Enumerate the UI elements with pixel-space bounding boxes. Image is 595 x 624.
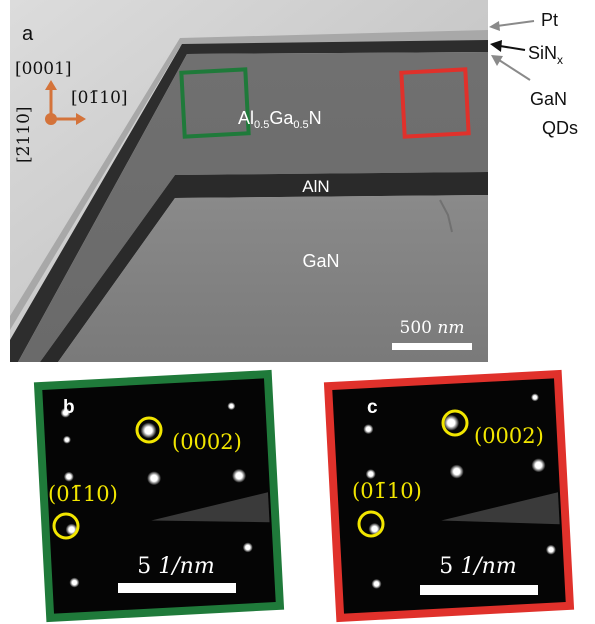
panel-b-spot1-label: (0002): [172, 430, 242, 454]
diffraction-spot: [69, 577, 80, 588]
pt-label: Pt: [541, 10, 558, 30]
qd-arrow: [498, 59, 531, 81]
diffraction-spot: [545, 544, 556, 555]
diffraction-spot: [62, 435, 71, 444]
diffraction-spot: [363, 424, 374, 435]
panel-b-label: b: [63, 397, 75, 418]
panel-b-scalebar-label: 5 1/nm: [137, 554, 214, 579]
panel-b: [33, 369, 285, 623]
qd-label-line1: GaN: [530, 89, 567, 109]
panel-c-highlight-0002: [441, 409, 469, 437]
diffraction-spot: [232, 468, 247, 483]
panel-b-spots: [60, 402, 253, 588]
panel-c-highlight-01-10: [357, 510, 385, 538]
algan-layer: [18, 52, 488, 362]
diffraction-spot: [365, 469, 376, 480]
panel-c-spot1-label: (0002): [474, 424, 544, 448]
panel-c-scalebar: [420, 585, 538, 595]
sin-label: SiNx: [528, 43, 563, 67]
diffraction-spot: [242, 542, 253, 553]
axes-indicator: [45, 80, 86, 125]
diffraction-spot: [60, 407, 71, 418]
gan-layer: [58, 195, 488, 362]
beam-stop: [441, 492, 560, 525]
axis-right-arrowhead: [76, 113, 86, 125]
aln-layer: [40, 172, 488, 362]
panel-c-spots: [363, 393, 556, 589]
region-box-red: [399, 67, 471, 139]
diffraction-spot: [371, 578, 382, 589]
gan-label: GaN: [302, 251, 339, 271]
diffraction-spot: [147, 471, 162, 486]
panel-c-label: c: [367, 397, 378, 418]
axis-horizontal-label: [01̄10]: [71, 88, 128, 108]
diffraction-spot: [140, 422, 157, 439]
beam-stop: [151, 492, 270, 523]
sin-layer: [10, 40, 488, 362]
diffraction-spot: [368, 522, 381, 535]
panel-b-scalebar: [118, 583, 236, 593]
panel-b-highlight-01-10: [52, 512, 80, 540]
panel-b-frame: [33, 369, 285, 623]
diffraction-spot: [449, 464, 464, 479]
diffraction-spot: [530, 393, 539, 402]
diffraction-spot: [443, 414, 460, 431]
qd-label-line2: QDs: [542, 118, 578, 138]
panel-c-spot2-label: (01̄10): [352, 479, 422, 503]
panel-c: [323, 369, 575, 623]
sin-arrow: [499, 45, 526, 51]
panel-b-highlight-0002: [135, 416, 163, 444]
axis-vertical-label: [0001]: [15, 59, 72, 79]
diffraction-spot: [63, 471, 74, 482]
axis-depth-label: [2̄110]: [14, 106, 34, 163]
panel-c-scalebar-label: 5 1/nm: [439, 554, 516, 579]
panel-a-scalebar-label: 500 nm: [400, 318, 465, 338]
sin-arrowhead: [490, 40, 502, 52]
diffraction-spot: [227, 402, 236, 411]
panel-a-label: a: [22, 23, 34, 45]
diffraction-spot: [531, 458, 546, 473]
panel-a-scalebar: [392, 343, 472, 350]
pt-arrow: [496, 20, 535, 27]
qd-arrowhead: [491, 55, 503, 66]
pt-arrowhead: [489, 21, 500, 31]
aln-label: AlN: [302, 177, 329, 196]
panel-b-spot2-label: (01̄10): [48, 482, 118, 506]
axis-up-arrowhead: [45, 80, 57, 90]
axis-origin-dot: [45, 113, 57, 125]
algan-label: Al0.5Ga0.5N: [238, 108, 322, 131]
region-box-green: [179, 67, 251, 139]
panel-c-frame: [323, 369, 575, 623]
panel-a: [10, 0, 488, 362]
